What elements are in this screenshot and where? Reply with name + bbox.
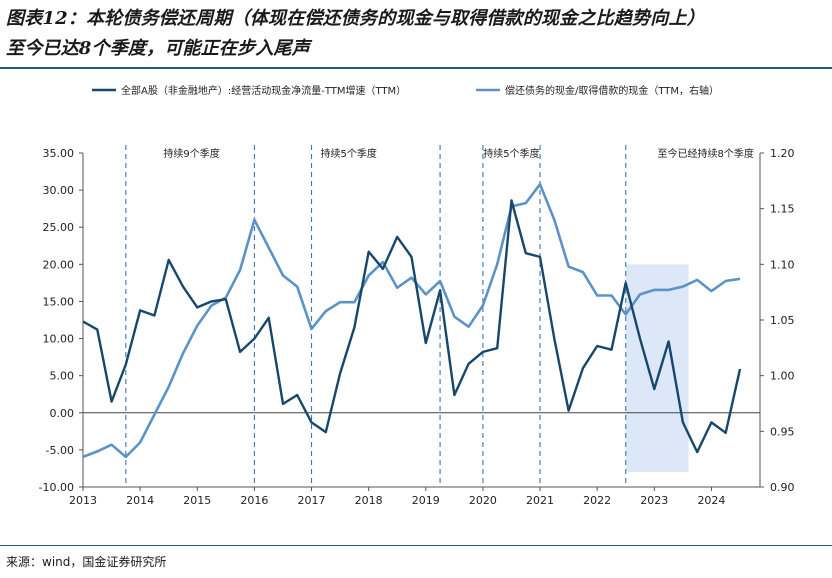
left-tick-label: -5.00 xyxy=(46,444,74,457)
x-tick-label: 2015 xyxy=(183,494,211,507)
x-tick-label: 2020 xyxy=(469,494,497,507)
legend-label-series2: 偿还债务的现金/取得借款的现金（TTM，右轴） xyxy=(505,84,719,97)
right-tick-label: 1.20 xyxy=(770,147,795,160)
top-rule xyxy=(0,67,832,69)
x-tick-label: 2019 xyxy=(412,494,440,507)
figure-title-line1: 图表12：本轮债务偿还周期（体现在偿还债务的现金与取得借款的现金之比趋势向上） xyxy=(6,8,705,29)
period-annotation: 至今已经持续8个季度 xyxy=(658,147,754,160)
left-tick-label: 10.00 xyxy=(43,333,75,346)
x-tick-label: 2024 xyxy=(697,494,725,507)
left-tick-label: 0.00 xyxy=(50,407,75,420)
left-tick-label: 20.00 xyxy=(43,258,75,271)
figure-title: 图表12：本轮债务偿还周期（体现在偿还债务的现金与取得借款的现金之比趋势向上） … xyxy=(6,4,826,64)
figure-title-line2: 至今已达8个季度，可能正在步入尾声 xyxy=(6,38,310,59)
right-tick-label: 1.00 xyxy=(770,370,795,383)
series-cashflow-growth-line xyxy=(82,199,742,454)
x-tick-label: 2017 xyxy=(298,494,326,507)
right-tick-label: 1.05 xyxy=(770,314,795,327)
period-annotation: 持续5个季度 xyxy=(483,147,539,160)
x-tick-label: 2018 xyxy=(355,494,383,507)
x-tick-label: 2013 xyxy=(69,494,97,507)
right-tick-label: 0.95 xyxy=(770,425,795,438)
right-tick-label: 0.90 xyxy=(770,481,795,494)
source-note: 来源：wind，国金证券研究所 xyxy=(6,555,167,569)
bottom-rule xyxy=(0,545,832,546)
left-tick-label: 5.00 xyxy=(50,370,75,383)
left-tick-label: 35.00 xyxy=(43,147,75,160)
left-tick-label: 25.00 xyxy=(43,221,75,234)
x-tick-label: 2021 xyxy=(526,494,554,507)
right-tick-label: 1.15 xyxy=(770,203,795,216)
x-tick-label: 2014 xyxy=(126,494,154,507)
period-annotation: 持续9个季度 xyxy=(163,147,219,160)
shaded-period xyxy=(625,264,689,473)
x-tick-label: 2016 xyxy=(240,494,268,507)
x-tick-label: 2023 xyxy=(640,494,668,507)
period-annotation: 持续5个季度 xyxy=(320,147,376,160)
legend-label-series1: 全部A股（非金融地产）:经营活动现金净流量-TTM增速（TTM） xyxy=(121,84,406,97)
series-debt-ratio-line xyxy=(82,182,741,459)
line-chart: 35.00 30.00 25.00 20.00 15.00 10.00 5.00 0.00 -5… xyxy=(39,84,795,507)
x-tick-label: 2022 xyxy=(583,494,611,507)
right-tick-label: 1.10 xyxy=(770,258,795,271)
left-tick-label: 15.00 xyxy=(43,295,75,308)
left-tick-label: 30.00 xyxy=(43,184,75,197)
left-tick-label: -10.00 xyxy=(39,481,74,494)
